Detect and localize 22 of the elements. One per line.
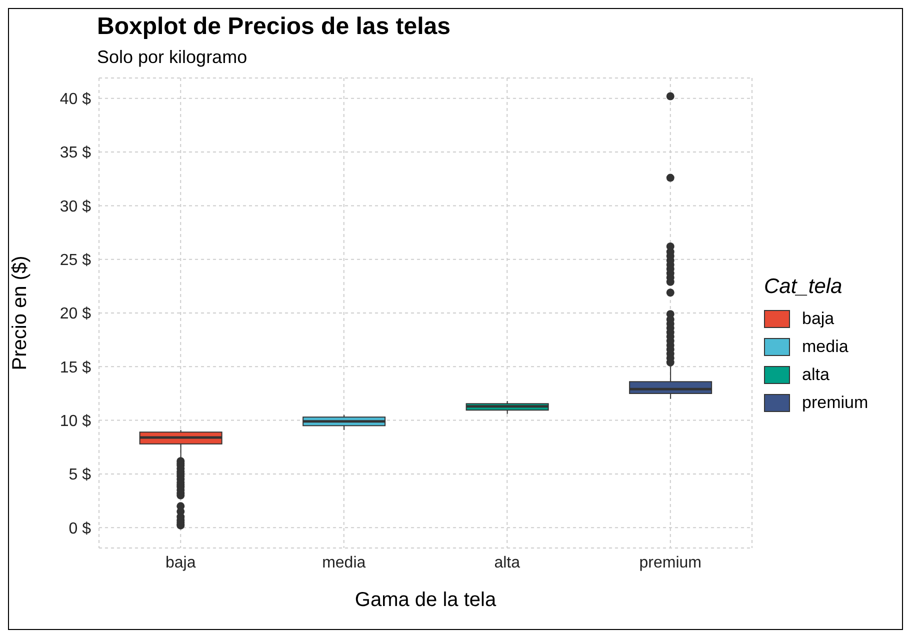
legend-label: alta [802,365,830,385]
y-tick-label: 15 $ [60,359,92,376]
chart-title: Boxplot de Precios de las telas [97,13,452,41]
x-axis-title: Gama de la tela [354,589,497,611]
chart-subtitle: Solo por kilogramo [97,47,248,68]
legend-label: baja [802,309,834,329]
y-axis-title: Precio en ($) [9,256,32,370]
legend-label: media [802,337,848,357]
y-tick-label: 0 $ [68,520,92,538]
y-tick-label: 5 $ [68,466,92,484]
y-tick-label: 35 $ [60,144,92,162]
x-tick-label: media [322,554,366,572]
y-tick-label: 10 $ [60,412,92,430]
y-tick-label: 25 $ [60,252,92,270]
legend-label: premium [802,393,868,413]
x-tick-label: baja [166,554,196,572]
x-tick-label: alta [494,554,520,572]
y-tick-label: 40 $ [60,91,92,108]
x-tick-label: premium [639,554,702,572]
y-tick-label: 30 $ [60,198,92,216]
y-tick-label: 20 $ [60,306,92,323]
legend-title: Cat_tela [764,275,844,299]
